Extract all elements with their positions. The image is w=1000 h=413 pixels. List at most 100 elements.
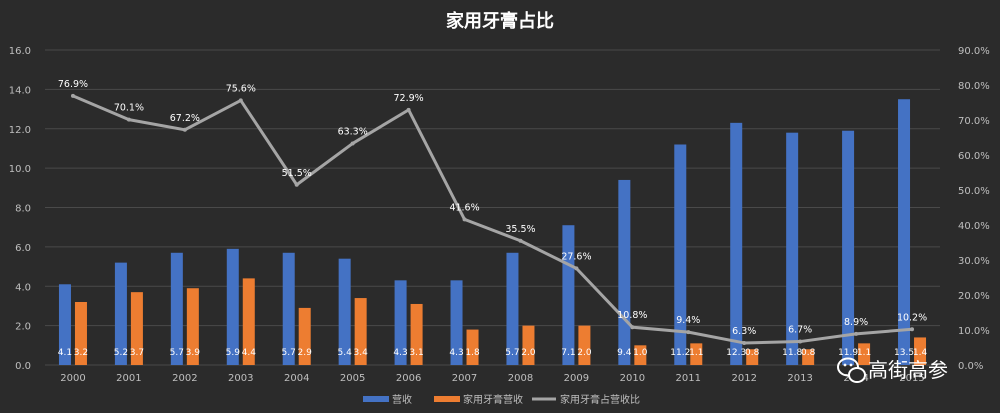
y-right-tick: 10.0% xyxy=(958,326,990,337)
revenue-bar-label: 11.2 xyxy=(670,348,690,358)
legend-label-revenue: 营收 xyxy=(392,393,412,406)
y-right-tick: 20.0% xyxy=(958,291,990,302)
x-tick: 2006 xyxy=(396,373,421,384)
x-tick: 2004 xyxy=(284,373,309,384)
toothpaste-bar-label: 2.0 xyxy=(577,348,592,358)
legend-swatch-revenue xyxy=(363,396,389,402)
ratio-point xyxy=(798,339,803,344)
ratio-point xyxy=(294,182,299,187)
x-tick: 2002 xyxy=(172,373,197,384)
toothpaste-bar xyxy=(914,337,927,365)
x-axis-ticks: 2000 2001 2002 2003 2004 2005 2006 2007 2008 2009… xyxy=(60,373,925,384)
y-right-tick: 80.0% xyxy=(958,81,990,92)
y-left-tick: 4.0 xyxy=(15,282,31,293)
x-tick: 2005 xyxy=(340,373,365,384)
revenue-bar-label: 5.7 xyxy=(505,348,519,358)
y-left-tick: 6.0 xyxy=(15,243,31,254)
x-tick: 2013 xyxy=(787,373,812,384)
ratio-point xyxy=(854,331,859,336)
revenue-bar xyxy=(786,132,799,365)
revenue-bar-label: 12.3 xyxy=(726,348,746,358)
ratio-point xyxy=(70,93,75,98)
revenue-bar xyxy=(730,122,743,365)
revenue-bar xyxy=(842,130,855,365)
y-right-tick: 90.0% xyxy=(958,46,990,57)
ratio-point-label: 63.3% xyxy=(338,126,368,137)
x-tick: 2011 xyxy=(676,373,701,384)
toothpaste-bar xyxy=(578,325,591,365)
revenue-bar xyxy=(506,252,519,365)
revenue-bar-label: 5.9 xyxy=(226,348,241,358)
ratio-point-label: 8.9% xyxy=(844,317,868,328)
toothpaste-bar xyxy=(410,303,423,365)
revenue-bar-label: 5.4 xyxy=(337,348,352,358)
revenue-bar-label: 7.1 xyxy=(561,348,575,358)
ratio-point-label: 6.7% xyxy=(788,325,812,336)
toothpaste-bar-label: 3.4 xyxy=(353,348,368,358)
revenue-bar-label: 11.8 xyxy=(782,348,802,358)
toothpaste-bar-label: 0.8 xyxy=(745,348,760,358)
ratio-point xyxy=(686,330,691,335)
x-tick: 2003 xyxy=(228,373,253,384)
toothpaste-bar-label: 1.4 xyxy=(913,348,928,358)
x-tick: 2010 xyxy=(620,373,645,384)
toothpaste-bar-label: 1.0 xyxy=(633,348,648,358)
revenue-bar xyxy=(114,262,127,365)
y-right-tick: 60.0% xyxy=(958,151,990,162)
toothpaste-bar-label: 3.7 xyxy=(130,348,144,358)
toothpaste-bar-label: 1.1 xyxy=(857,348,871,358)
ratio-point xyxy=(518,238,523,243)
revenue-bar xyxy=(618,179,631,365)
wechat-icon xyxy=(837,357,866,383)
y-right-tick: 40.0% xyxy=(958,221,990,232)
y-left-tick: 2.0 xyxy=(15,322,31,333)
ratio-line-group: 76.9% 70.1% 67.2% 75.6% 51.5% 63.3% 72.9% 41.6%… xyxy=(58,79,927,345)
x-tick: 2009 xyxy=(564,373,589,384)
ratio-point-label: 41.6% xyxy=(449,202,479,213)
ratio-point xyxy=(238,98,243,103)
toothpaste-bar xyxy=(186,288,199,365)
ratio-point xyxy=(406,107,411,112)
y-right-tick: 30.0% xyxy=(958,256,990,267)
toothpaste-bar xyxy=(298,307,311,365)
toothpaste-bar-label: 3.9 xyxy=(186,348,201,358)
ratio-point-label: 75.6% xyxy=(226,83,256,94)
toothpaste-bar xyxy=(858,343,871,365)
right-axis-ticks: 0.0% 10.0% 20.0% 30.0% 40.0% 50.0% 60.0% 70.0% 8… xyxy=(958,46,990,372)
y-right-tick: 70.0% xyxy=(958,116,990,127)
left-axis-ticks: 0.0 2.0 4.0 6.0 8.0 10.0 12.0 14.0 16.0 xyxy=(9,46,31,372)
x-tick: 2008 xyxy=(508,373,533,384)
x-tick: 2000 xyxy=(60,373,85,384)
revenue-bar xyxy=(898,99,911,365)
toothpaste-bar-label: 1.1 xyxy=(689,348,703,358)
ratio-point-label: 51.5% xyxy=(282,168,312,179)
x-tick: 2001 xyxy=(116,373,141,384)
toothpaste-bar xyxy=(74,302,87,365)
y-left-tick: 10.0 xyxy=(9,164,31,175)
toothpaste-bar-label: 4.4 xyxy=(242,348,257,358)
revenue-bar xyxy=(282,252,295,365)
ratio-point-label: 6.3% xyxy=(732,326,756,337)
ratio-point xyxy=(630,325,635,330)
revenue-bar xyxy=(674,144,687,365)
revenue-bar-label: 5.7 xyxy=(282,348,296,358)
ratio-point xyxy=(126,117,131,122)
revenue-bar-label: 5.7 xyxy=(170,348,184,358)
ratio-point-label: 70.1% xyxy=(114,103,144,114)
x-tick: 2007 xyxy=(452,373,477,384)
ratio-point-label: 10.8% xyxy=(617,310,647,321)
revenue-bar xyxy=(394,280,407,365)
toothpaste-bar-label: 1.8 xyxy=(465,348,480,358)
y-right-tick: 0.0% xyxy=(958,361,983,372)
toothpaste-bar-label: 3.1 xyxy=(409,348,423,358)
toothpaste-bar xyxy=(130,292,143,365)
legend-label-toothpaste: 家用牙膏营收 xyxy=(463,393,523,406)
y-left-tick: 14.0 xyxy=(9,85,31,96)
legend: 营收 家用牙膏营收 家用牙膏占营收比 xyxy=(363,393,640,406)
revenue-bar-label: 4.3 xyxy=(393,348,407,358)
revenue-bar xyxy=(450,280,463,365)
ratio-point xyxy=(182,127,187,132)
toothpaste-bar-label: 0.8 xyxy=(801,348,816,358)
toothpaste-bar xyxy=(242,278,255,365)
